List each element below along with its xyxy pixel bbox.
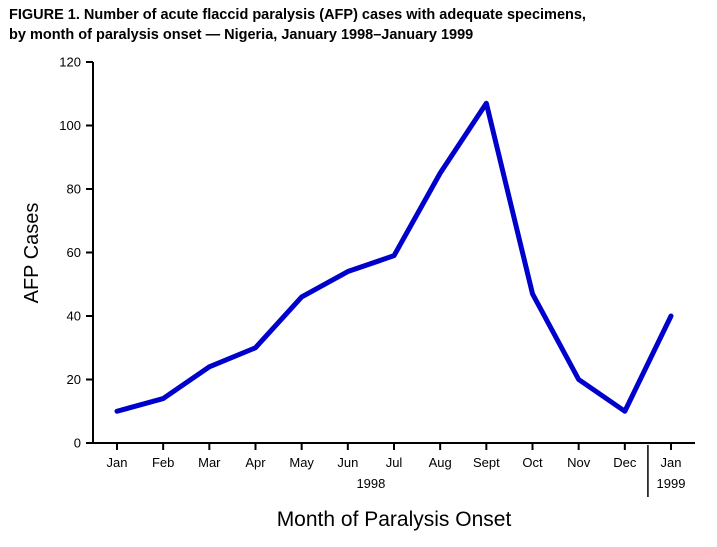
x-tick-label: Sept bbox=[473, 455, 500, 470]
x-tick-label: Apr bbox=[245, 455, 266, 470]
y-tick-label: 120 bbox=[59, 55, 81, 70]
figure-title-line-2: by month of paralysis onset — Nigeria, J… bbox=[9, 27, 474, 43]
x-tick-label: Jul bbox=[386, 455, 403, 470]
y-tick-label: 100 bbox=[59, 118, 81, 133]
figure-title: FIGURE 1. Number of acute flaccid paraly… bbox=[9, 5, 586, 45]
year-label: 1999 bbox=[657, 476, 686, 491]
afp-cases-data-line bbox=[114, 100, 674, 414]
x-tick-label: May bbox=[289, 455, 314, 470]
x-tick-label: Aug bbox=[429, 455, 452, 470]
x-tick-label: Feb bbox=[152, 455, 174, 470]
chart-plot-area: 0 20 40 60 80 100 120 Jan Feb Mar Apr May Jun Jul Aug S… bbox=[59, 55, 695, 497]
x-tick-label: Mar bbox=[198, 455, 221, 470]
x-tick-label: Jan bbox=[661, 455, 682, 470]
x-tick-label: Jan bbox=[107, 455, 128, 470]
x-tick-label: Nov bbox=[567, 455, 591, 470]
y-tick-label: 60 bbox=[67, 245, 81, 260]
y-tick-label: 0 bbox=[74, 436, 81, 451]
x-axis-title: Month of Paralysis Onset bbox=[277, 508, 512, 531]
figure-title-line-1: FIGURE 1. Number of acute flaccid paraly… bbox=[9, 7, 586, 23]
x-tick-label: Jun bbox=[337, 455, 358, 470]
y-axis-title: AFP Cases bbox=[21, 203, 43, 304]
y-tick-label: 20 bbox=[67, 372, 81, 387]
x-tick-label: Dec bbox=[613, 455, 637, 470]
y-tick-label: 40 bbox=[67, 309, 81, 324]
year-label: 1998 bbox=[356, 476, 385, 491]
x-tick-label: Oct bbox=[522, 455, 543, 470]
y-tick-label: 80 bbox=[67, 182, 81, 197]
